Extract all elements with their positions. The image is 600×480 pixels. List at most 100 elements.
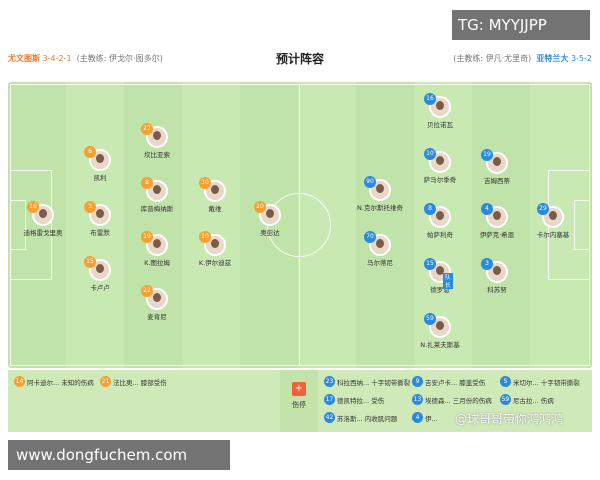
injury-item[interactable]: 17 德凯特拉... 受伤 (324, 394, 384, 405)
player-name: 伊萨克·希恩 (479, 231, 515, 239)
injury-label-panel: + 伤停 (280, 370, 318, 432)
player-number: 10 (199, 231, 211, 243)
injury-item[interactable]: 21 法比奥... 膝部受伤 (100, 376, 167, 387)
away-player[interactable]: 8 帕萨利奇 (405, 203, 475, 239)
injury-number: 5 (500, 376, 511, 387)
home-player[interactable]: 20 奥彭达 (235, 201, 305, 237)
site-overlay: www.dongfuchem.com (8, 440, 230, 470)
player-number: 3 (84, 201, 96, 213)
home-player[interactable]: 3 布雷默 (65, 201, 135, 237)
player-avatar: 15 队长 (424, 258, 453, 289)
home-player[interactable]: 16 迪格雷戈里奥 (8, 201, 78, 237)
injury-number: 23 (324, 376, 335, 387)
home-player[interactable]: 8 库普梅纳斯 (122, 177, 192, 213)
player-avatar: 16 (27, 201, 54, 226)
player-name: 凯利 (93, 174, 107, 182)
player-avatar: 3 (481, 258, 508, 283)
player-number: 30 (199, 177, 211, 189)
injury-number: 9 (412, 376, 423, 387)
player-avatar: 3 (84, 201, 111, 226)
player-name: N.克尔斯托维奇 (357, 204, 403, 212)
tg-overlay: TG: MYYJJPP (452, 10, 590, 40)
player-avatar: 59 (424, 313, 451, 338)
player-number: 3 (481, 258, 493, 270)
lineup-header: 尤文图斯 3-4-2-1 (主教练: 伊戈尔·图多尔) 预计阵容 (主教练: 伊… (0, 45, 600, 71)
injury-item[interactable]: 59 尼古拉... 伤病 (500, 394, 554, 405)
player-number: 22 (141, 285, 153, 297)
away-player[interactable]: 59 N.扎莱夫斯基 (405, 313, 475, 349)
away-injuries-panel: 23 科拉西纳... 十字韧带撕裂 9 吉安卢卡... 膝盖受伤 5 米切尔... 十字韧… (318, 370, 592, 432)
injury-item[interactable]: 14 阿卡迪尔... 未知的伤病 (14, 376, 94, 387)
player-avatar: 6 (84, 146, 111, 171)
injury-text: 吉安卢卡... 膝盖受伤 (425, 378, 486, 387)
injury-text: 阿卡迪尔... 未知的伤病 (27, 378, 94, 387)
home-player[interactable]: 22 麦肯尼 (122, 285, 192, 321)
injury-item[interactable]: 13 埃德森... 三月份的伤病 (412, 394, 492, 405)
home-goal-box (10, 200, 26, 250)
player-name: 帕萨利奇 (427, 231, 453, 239)
home-injuries-panel: 14 阿卡迪尔... 未知的伤病 21 法比奥... 膝部受伤 (8, 370, 280, 432)
away-player[interactable]: 90 N.克尔斯托维奇 (345, 176, 415, 212)
away-player[interactable]: 15 队长 德罗恩 (405, 258, 475, 294)
pitch: 16 迪格雷戈里奥 6 凯利 3 布雷默 15 卡卢卢 27 坎比亚索 8 库普梅纳斯 19 K.图拉姆 2… (8, 82, 592, 368)
player-avatar: 4 (481, 203, 508, 228)
player-name: 库普梅纳斯 (140, 205, 174, 213)
player-avatar: 15 (84, 256, 111, 281)
injury-item[interactable]: 42 苏洛斯... 内收肌问题 (324, 412, 397, 423)
away-player[interactable]: 70 马尔蒂尼 (345, 231, 415, 267)
player-number: 8 (424, 203, 436, 215)
away-player[interactable]: 10 萨马尔季奇 (405, 148, 475, 184)
player-name: 卡尔内塞基 (536, 231, 570, 239)
injury-text: 德凯特拉... 受伤 (337, 396, 385, 405)
injury-number: 42 (324, 412, 335, 423)
away-player[interactable]: 19 吉姆西蒂 (462, 149, 532, 185)
injury-text: 法比奥... 膝部受伤 (113, 378, 167, 387)
player-number: 16 (424, 93, 436, 105)
player-number: 6 (84, 146, 96, 158)
player-name: 迪格雷戈里奥 (23, 229, 63, 237)
player-number: 19 (481, 149, 493, 161)
home-player[interactable]: 10 K.伊尔迪兹 (180, 231, 250, 267)
injury-number: 17 (324, 394, 335, 405)
player-avatar: 19 (481, 149, 508, 174)
away-goal-box (574, 200, 590, 250)
away-player[interactable]: 16 贝拉诺瓦 (405, 93, 475, 129)
player-avatar: 16 (424, 93, 451, 118)
player-name: K.图拉姆 (144, 259, 170, 267)
player-avatar: 90 (364, 176, 391, 201)
home-player[interactable]: 19 K.图拉姆 (122, 231, 192, 267)
player-avatar: 8 (141, 177, 168, 202)
away-team-name[interactable]: 亚特兰大 (536, 54, 569, 63)
player-name: 贝拉诺瓦 (427, 121, 453, 129)
away-player[interactable]: 3 科苏努 (462, 258, 532, 294)
player-number: 15 (84, 256, 96, 268)
player-avatar: 10 (199, 231, 226, 256)
player-number: 16 (27, 201, 39, 213)
away-player[interactable]: 4 伊萨克·希恩 (462, 203, 532, 239)
player-name: 坎比亚索 (144, 151, 170, 159)
player-number: 90 (364, 176, 376, 188)
player-avatar: 30 (199, 177, 226, 202)
player-name: 吉姆西蒂 (484, 177, 510, 185)
player-number: 4 (481, 203, 493, 215)
injury-text: 米切尔... 十字韧带撕裂 (513, 378, 580, 387)
home-player[interactable]: 15 卡卢卢 (65, 256, 135, 292)
injury-item[interactable]: 9 吉安卢卡... 膝盖受伤 (412, 376, 485, 387)
home-coach: (主教练: 伊戈尔·图多尔) (76, 54, 163, 63)
watermark: @球哥哥带你鸿鸿鸿 (455, 412, 564, 426)
home-player[interactable]: 27 坎比亚索 (122, 123, 192, 159)
home-player[interactable]: 30 戴维 (180, 177, 250, 213)
captain-badge: 队长 (443, 273, 453, 289)
home-player[interactable]: 6 凯利 (65, 146, 135, 182)
player-number: 70 (364, 231, 376, 243)
player-avatar: 19 (141, 231, 168, 256)
injury-text: 尼古拉... 伤病 (513, 396, 554, 405)
player-name: 卡卢卢 (90, 284, 110, 292)
home-team-name[interactable]: 尤文图斯 (8, 54, 40, 63)
injury-item[interactable]: 4 伊... (412, 412, 438, 423)
away-player[interactable]: 29 卡尔内塞基 (518, 203, 588, 239)
injury-item[interactable]: 5 米切尔... 十字韧带撕裂 (500, 376, 580, 387)
player-number: 19 (141, 231, 153, 243)
injury-item[interactable]: 23 科拉西纳... 十字韧带撕裂 (324, 376, 410, 387)
player-avatar: 29 (537, 203, 564, 228)
